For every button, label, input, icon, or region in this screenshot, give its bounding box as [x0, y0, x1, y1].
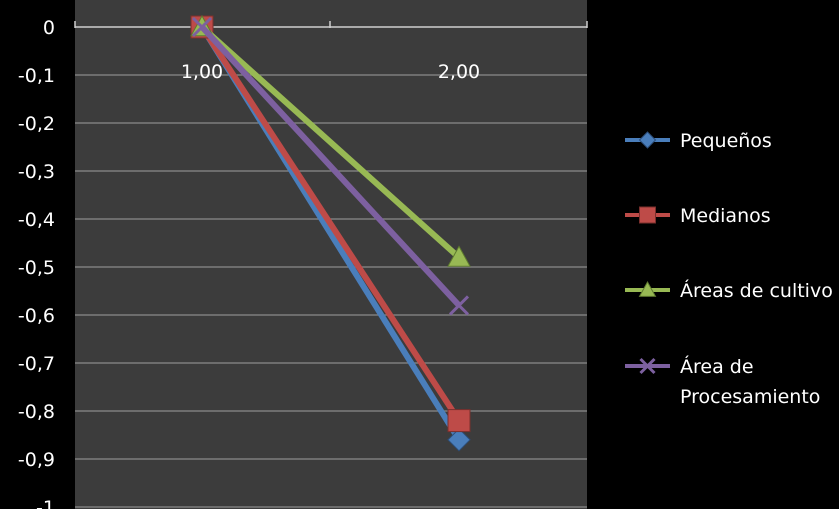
y-tick-label: -0,6 [18, 305, 55, 327]
series-lines [190, 14, 471, 452]
legend-entry: Áreas de cultivo [625, 279, 833, 302]
data-point-marker [638, 131, 657, 149]
data-point-marker [639, 357, 656, 375]
legend-label: Áreas de cultivo [680, 279, 833, 302]
series-3 [191, 16, 470, 316]
legend-entry: Medianos [625, 205, 771, 227]
y-axis-tick-labels: 0 -0,1 -0,2 -0,3 -0,4 -0,5 -0,6 -0,7 -0,8 -0,9 -1 [18, 17, 55, 509]
legend-entry: Pequeños [625, 130, 772, 152]
legend-entry: Área de Procesamiento [625, 355, 820, 408]
legend-label: Medianos [680, 205, 771, 227]
y-tick-label: -0,8 [18, 401, 55, 423]
data-point-marker [447, 245, 471, 267]
data-point-marker [191, 16, 213, 38]
y-tick-label: -0,1 [18, 65, 55, 87]
y-tick-label: -0,3 [18, 161, 55, 183]
series-line [199, 25, 462, 423]
data-point-marker [447, 428, 471, 452]
plot-area [75, 0, 587, 509]
x-tick-label: 2,00 [438, 61, 480, 83]
series-line [199, 24, 462, 260]
data-point-marker [448, 295, 470, 316]
legend-label: Área de Procesamiento [680, 355, 820, 408]
y-tick-label: -0,7 [18, 353, 55, 375]
data-point-marker [638, 280, 657, 297]
y-tick-label: -1 [36, 497, 55, 509]
gridlines [75, 74, 587, 508]
y-tick-label: 0 [43, 17, 55, 39]
x-tick-label: 1,00 [181, 61, 223, 83]
y-tick-label: -0,5 [18, 257, 55, 279]
series-line [199, 24, 462, 308]
y-tick-label: -0,2 [18, 113, 55, 135]
legend: Pequeños Medianos Áreas de cultivo Área de P… [625, 130, 833, 408]
legend-label: Pequeños [680, 130, 772, 152]
data-point-marker [639, 206, 656, 224]
y-tick-label: -0,9 [18, 449, 55, 471]
y-tick-label: -0,4 [18, 209, 55, 231]
x-axis: 1,00 2,00 [74, 21, 588, 83]
data-point-marker [447, 409, 471, 433]
